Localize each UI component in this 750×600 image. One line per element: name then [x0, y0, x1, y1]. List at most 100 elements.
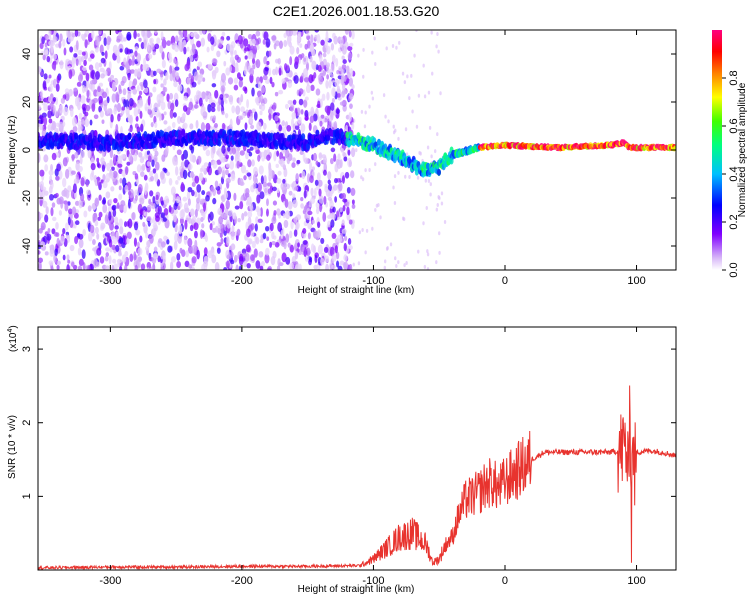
heatmap-noise-cell — [269, 222, 274, 232]
heatmap-noise-cell — [317, 100, 321, 108]
heatmap-noise-cell — [152, 223, 158, 228]
heatmap-noise-cell — [139, 110, 143, 119]
heatmap-noise-cell — [62, 39, 66, 47]
heatmap-noise-cell — [218, 216, 224, 225]
heatmap-noise-cell — [361, 177, 365, 182]
heatmap-noise-cell — [90, 69, 96, 80]
heatmap-noise-cell — [394, 256, 397, 261]
heatmap-noise-cell — [348, 263, 353, 270]
heatmap-noise-cell — [56, 163, 61, 172]
heatmap-noise-cell — [145, 240, 151, 248]
heatmap-noise-cell — [339, 101, 345, 106]
heatmap-noise-cell — [306, 34, 311, 41]
heatmap-noise-cell — [117, 113, 121, 122]
heatmap-noise-cell — [361, 227, 364, 232]
heatmap-ridge-cell — [88, 132, 93, 140]
heatmap-noise-cell — [98, 194, 102, 201]
heatmap-noise-cell — [304, 255, 309, 262]
heatmap-noise-cell — [295, 214, 302, 221]
heatmap-noise-cell — [282, 213, 287, 219]
heatmap-noise-cell — [136, 85, 140, 92]
heatmap-y-axis-title: Frequency (Hz) — [7, 116, 18, 185]
heatmap-noise-cell — [151, 159, 155, 167]
heatmap-noise-cell — [256, 90, 262, 98]
heatmap-noise-cell — [120, 126, 123, 136]
heatmap-noise-cell — [357, 261, 361, 266]
heatmap-noise-cell — [214, 89, 219, 99]
heatmap-xtick-label: 0 — [502, 275, 508, 287]
heatmap-noise-cell — [330, 147, 336, 153]
heatmap-noise-cell — [188, 217, 192, 224]
heatmap-noise-cell — [405, 261, 408, 266]
heatmap-noise-cell — [298, 98, 304, 106]
heatmap-noise-cell — [351, 30, 355, 40]
heatmap-noise-cell — [299, 43, 303, 48]
heatmap-noise-cell — [187, 163, 193, 171]
heatmap-noise-cell — [130, 60, 135, 66]
heatmap-noise-cell — [81, 249, 86, 260]
heatmap-noise-cell — [105, 247, 110, 252]
heatmap-noise-cell — [141, 163, 146, 171]
heatmap-noise-cell — [296, 47, 300, 55]
heatmap-noise-cell — [329, 262, 333, 270]
heatmap-noise-cell — [371, 96, 375, 101]
heatmap-noise-cell — [136, 103, 140, 108]
heatmap-noise-cell — [305, 30, 310, 34]
heatmap-noise-cell — [51, 152, 57, 161]
heatmap-noise-cell — [91, 169, 95, 178]
heatmap-noise-cell — [342, 205, 346, 212]
heatmap-noise-cell — [100, 57, 106, 64]
heatmap-noise-cell — [92, 97, 99, 104]
heatmap-noise-cell — [341, 45, 347, 55]
heatmap-noise-cell — [287, 201, 293, 210]
heatmap-noise-cell — [276, 178, 282, 184]
heatmap-noise-cell — [189, 123, 194, 130]
heatmap-noise-cell — [78, 125, 83, 131]
heatmap-noise-cell — [294, 56, 299, 66]
heatmap-noise-cell — [392, 124, 395, 129]
heatmap-noise-cell — [308, 74, 314, 84]
heatmap-noise-cell — [330, 73, 334, 78]
heatmap-noise-cell — [214, 180, 219, 188]
heatmap-noise-cell — [265, 38, 271, 48]
heatmap-noise-cell — [102, 204, 108, 214]
heatmap-noise-cell — [163, 208, 169, 216]
heatmap-noise-cell — [67, 30, 71, 39]
heatmap-noise-cell — [82, 229, 86, 237]
heatmap-noise-cell — [62, 157, 68, 167]
heatmap-noise-cell — [77, 247, 82, 256]
heatmap-noise-cell — [58, 209, 63, 216]
heatmap-noise-cell — [285, 183, 291, 190]
heatmap-noise-cell — [65, 222, 69, 231]
heatmap-noise-cell — [168, 205, 172, 213]
heatmap-noise-cell — [152, 253, 158, 259]
heatmap-ridge-cell — [54, 134, 59, 142]
heatmap-ridge-cell — [217, 139, 222, 147]
heatmap-noise-cell — [355, 148, 358, 153]
heatmap-noise-cell — [246, 172, 252, 177]
heatmap-noise-cell — [319, 54, 323, 63]
snr-frame — [37, 326, 677, 571]
heatmap-noise-cell — [374, 62, 377, 67]
heatmap-noise-cell — [56, 75, 60, 84]
heatmap-noise-cell — [80, 55, 85, 62]
heatmap-noise-cell — [303, 77, 310, 83]
heatmap-noise-cell — [317, 64, 322, 72]
heatmap-noise-cell — [192, 31, 198, 38]
heatmap-noise-cell — [216, 242, 222, 247]
heatmap-noise-cell — [300, 123, 306, 133]
heatmap-noise-cell — [189, 152, 194, 162]
heatmap-noise-cell — [214, 262, 220, 270]
heatmap-noise-cell — [320, 114, 325, 119]
heatmap-noise-cell — [58, 196, 64, 205]
heatmap-noise-cell — [393, 174, 397, 179]
heatmap-noise-cell — [202, 111, 208, 120]
heatmap-noise-cell — [209, 211, 214, 221]
snr-xtick-label: 100 — [627, 575, 645, 587]
heatmap-noise-cell — [164, 195, 170, 206]
heatmap-noise-cell — [210, 36, 215, 45]
heatmap-noise-cell — [126, 237, 130, 245]
heatmap-noise-cell — [440, 201, 444, 206]
